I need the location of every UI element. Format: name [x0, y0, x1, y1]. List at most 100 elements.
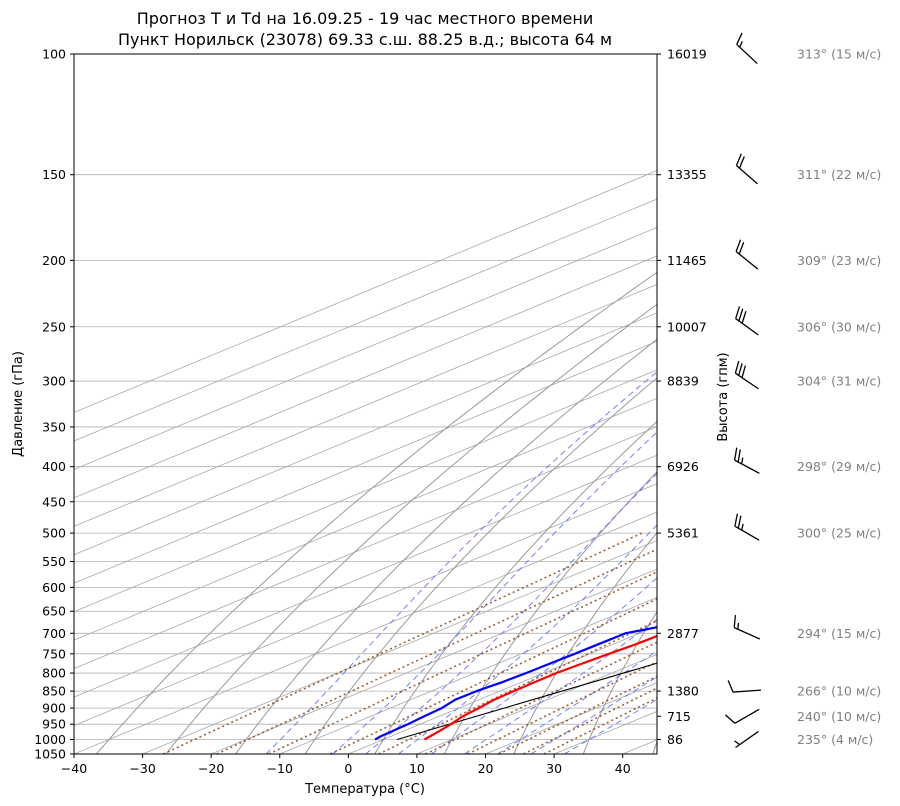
isotherm-line [74, 397, 657, 641]
wind-barb-label: 309° (23 м/с) [797, 253, 881, 268]
x-tick-label: −20 [198, 761, 224, 776]
wind-barb-label: 300° (25 м/с) [797, 526, 881, 541]
y-tick-label: 900 [42, 701, 66, 716]
moist-adiabat-line [530, 676, 657, 754]
y-tick-label: 350 [42, 419, 66, 434]
reference-line [396, 662, 657, 741]
height-tick-label: 86 [667, 732, 683, 747]
isotherm-line [74, 369, 657, 613]
y-tick-label: 1000 [34, 732, 66, 747]
height-axis-label: Высота (гпм) [716, 352, 731, 441]
isotherm-line [74, 255, 657, 499]
isotherm-line [74, 426, 657, 670]
x-tick-label: −30 [129, 761, 155, 776]
wind-barb-staff [735, 372, 759, 390]
height-tick-label: 10007 [667, 319, 707, 334]
y-tick-label: 300 [42, 374, 66, 389]
wind-barb-staff [735, 318, 759, 336]
chart-title-line-2: Пункт Норильск (23078) 69.33 с.ш. 88.25 … [118, 30, 612, 49]
dry-adiabat-line [513, 531, 657, 754]
isotherm-line [74, 511, 657, 754]
height-tick-label: 715 [667, 709, 691, 724]
y-axis-ticks: 100 150 200 250 300 350 400 450 500 550 600 650 700 7… [34, 47, 74, 762]
isotherm-line [74, 312, 657, 556]
isotherm-line [74, 283, 657, 527]
dry-adiabat-line [304, 377, 657, 754]
dry-adiabat-line [96, 271, 657, 754]
y-tick-label: 800 [42, 666, 66, 681]
wind-barb-flag [738, 363, 743, 376]
moist-adiabat-line [564, 698, 657, 754]
wind-barb-half-flag [737, 622, 740, 630]
wind-barb-half-flag [741, 457, 744, 464]
wind-barb-staff [734, 459, 760, 474]
y-tick-label: 100 [42, 47, 66, 62]
wind-barb-flag [741, 365, 747, 378]
wind-barb-flag [733, 447, 738, 461]
wind-barb: 306° (30 м/с) [735, 306, 881, 336]
isotherm-line [74, 198, 657, 442]
wind-barb-flag [735, 153, 742, 166]
wind-barb: 311° (22 м/с) [735, 153, 881, 185]
wind-barb-staff [736, 43, 758, 65]
moist-adiabat-line [332, 431, 657, 754]
y-tick-label: 200 [42, 253, 66, 268]
height-tick-label: 8839 [667, 374, 699, 389]
y-tick-label: 1050 [34, 747, 66, 762]
dry-adiabat-line [443, 471, 657, 754]
chart-title-line-1: Прогноз T и Td на 16.09.25 - 19 час мест… [137, 9, 593, 28]
wind-barb-staff [734, 708, 760, 724]
x-tick-label: 30 [546, 761, 562, 776]
wind-barb-flag [741, 310, 747, 324]
wind-barb-flag [737, 449, 741, 463]
parcel-reference-line [396, 662, 657, 741]
wind-barb-flag [734, 513, 739, 527]
wind-barb-staff [734, 525, 760, 541]
plot-frame [73, 53, 658, 755]
profiles [374, 626, 657, 741]
height-tick-label: 16019 [667, 47, 707, 62]
y-tick-label: 500 [42, 526, 66, 541]
y-tick-label: 550 [42, 554, 66, 569]
wind-barb: 298° (29 м/с) [733, 447, 881, 474]
y-tick-label: 250 [42, 319, 66, 334]
wind-barb-half-flag [741, 523, 744, 531]
x-tick-label: 40 [615, 761, 631, 776]
wind-barb-staff [735, 251, 759, 270]
temperature-profile-line [423, 634, 657, 741]
dry-adiabat-line [165, 303, 657, 754]
isotherm-line [348, 625, 657, 754]
isotherm-line [74, 483, 657, 726]
moist-adiabat-line [497, 650, 657, 754]
wind-barb-staff [736, 165, 758, 185]
height-axis-ticks: 16019 13355 11465 10007 8839 6926 5361 2877 1380… [657, 47, 707, 747]
x-tick-label: −40 [61, 761, 87, 776]
height-tick-label: 11465 [667, 253, 707, 268]
isotherm-line [142, 540, 657, 754]
wind-barbs: 313° (15 м/с) 311° (22 м/с) 309° (23 м/с) 3… [724, 32, 881, 749]
y-tick-label: 750 [42, 646, 66, 661]
wind-barb-label: 311° (22 м/с) [797, 167, 881, 182]
wind-barb-label: 266° (10 м/с) [797, 684, 881, 699]
x-tick-label: 20 [478, 761, 494, 776]
x-tick-label: 0 [344, 761, 352, 776]
wind-barb: 240° (10 м/с) [724, 708, 881, 724]
isotherm-line [279, 597, 657, 754]
x-axis-label: Температура (°C) [304, 782, 425, 797]
wind-barb-flag [733, 614, 737, 628]
height-tick-label: 2877 [667, 626, 699, 641]
y-tick-label: 650 [42, 604, 66, 619]
y-tick-label: 600 [42, 580, 66, 595]
height-tick-label: 1380 [667, 684, 699, 699]
wind-barb: 313° (15 м/с) [736, 32, 881, 65]
y-tick-label: 850 [42, 684, 66, 699]
wind-barb-label: 294° (15 м/с) [797, 626, 881, 641]
wind-barb: 309° (23 м/с) [735, 239, 881, 270]
wind-barb-label: 240° (10 м/с) [797, 709, 881, 724]
wind-barb-flag [736, 32, 743, 45]
wind-barb: 235° (4 м/с) [734, 730, 873, 749]
height-tick-label: 13355 [667, 167, 707, 182]
wind-barb-staff [733, 627, 761, 640]
wind-barb-flag [738, 156, 745, 169]
